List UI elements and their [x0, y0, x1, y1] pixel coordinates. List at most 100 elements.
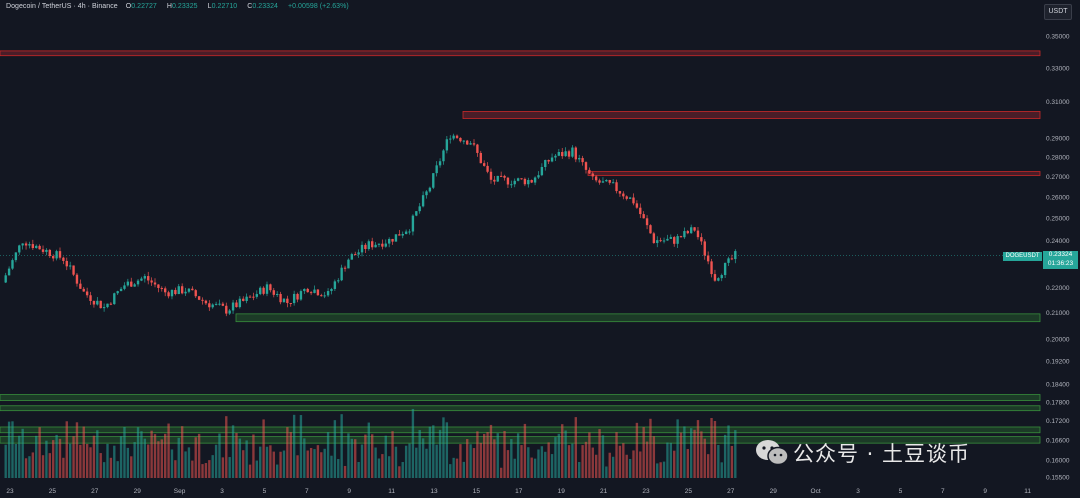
price-axis-label: 0.26000	[1046, 194, 1070, 201]
volume-bar	[377, 458, 381, 478]
volume-bar	[65, 421, 68, 478]
candle-body	[527, 180, 530, 185]
volume-bar	[713, 420, 717, 478]
candle-body	[18, 245, 21, 253]
volume-bar	[367, 422, 370, 478]
volume-bar	[340, 414, 343, 478]
candle-body	[21, 243, 24, 246]
candle-body	[506, 177, 510, 185]
volume-bar	[99, 453, 102, 478]
volume-bar	[574, 417, 577, 478]
volume-bar	[48, 453, 52, 478]
candle-body	[225, 305, 228, 314]
ohlc-low: L0.22710	[207, 3, 238, 10]
candle-body	[82, 288, 85, 292]
support-zone	[0, 394, 1041, 401]
volume-bar	[150, 430, 153, 478]
volume-bar	[72, 436, 75, 478]
candle-body	[160, 287, 163, 289]
candle-body	[45, 249, 48, 252]
candle-body	[594, 176, 598, 181]
volume-bar	[35, 435, 38, 478]
candle-body	[109, 303, 113, 305]
candle-body	[438, 161, 442, 166]
volume-bar	[476, 431, 479, 478]
candle-body	[625, 196, 628, 199]
candle-body	[364, 244, 367, 250]
candle-body	[398, 234, 401, 236]
candle-body	[68, 265, 72, 267]
price-axis-label: 0.16600	[1046, 437, 1070, 444]
candle-body	[401, 233, 404, 236]
volume-bar	[313, 449, 316, 478]
volume-bar	[472, 448, 476, 478]
volume-bar	[730, 445, 734, 478]
volume-bar	[537, 449, 540, 478]
time-axis-label: 7	[305, 488, 309, 495]
volume-bar	[479, 442, 482, 478]
candle-body	[187, 288, 191, 292]
volume-bar	[140, 431, 143, 478]
candle-body	[513, 180, 516, 185]
candle-body	[133, 284, 136, 287]
symbol-info-bar: Dogecoin / TetherUS · 4h · Binance O0.22…	[6, 3, 353, 10]
candle-body	[242, 298, 245, 301]
volume-bar	[320, 452, 323, 478]
currency-button[interactable]: USDT	[1044, 4, 1072, 20]
candle-body	[126, 281, 130, 286]
candle-body	[384, 243, 387, 247]
volume-bar	[286, 427, 289, 478]
volume-bar	[686, 449, 689, 478]
candle-body	[618, 191, 622, 194]
volume-bar	[265, 446, 269, 478]
volume-bar	[398, 466, 401, 478]
volume-bar	[109, 457, 113, 478]
volume-bar	[38, 427, 41, 478]
volume-bar	[625, 454, 628, 478]
volume-bar	[89, 447, 92, 478]
candle-body	[265, 284, 269, 294]
candle-body	[231, 302, 235, 311]
volume-bar	[106, 443, 109, 478]
volume-bar	[354, 439, 357, 478]
candle-body	[578, 158, 581, 160]
candle-body	[167, 292, 170, 297]
volume-bar	[428, 426, 432, 478]
candle-body	[218, 303, 221, 305]
candle-body	[730, 258, 734, 260]
volume-bar	[194, 437, 197, 478]
candle-body	[608, 179, 611, 183]
volume-bar	[717, 444, 720, 478]
volume-bar	[703, 438, 706, 478]
volume-bar	[326, 432, 330, 478]
candle-body	[622, 193, 625, 197]
candle-body	[164, 288, 167, 293]
candle-body	[180, 286, 184, 294]
volume-bar	[197, 433, 201, 478]
volume-bar	[201, 464, 204, 478]
volume-bar	[520, 445, 523, 478]
candle-body	[482, 163, 486, 166]
volume-bar	[79, 444, 82, 478]
candle-body	[330, 288, 333, 292]
time-axis-label: 29	[770, 488, 778, 495]
candle-body	[136, 280, 140, 285]
candle-body	[269, 284, 272, 291]
candle-body	[455, 135, 459, 138]
volume-bar	[615, 432, 618, 478]
candle-body	[547, 160, 550, 162]
candle-body	[554, 155, 557, 158]
candle-body	[204, 300, 208, 304]
candle-body	[228, 310, 231, 314]
volume-bar	[401, 462, 404, 478]
candle-body	[428, 187, 432, 192]
volume-bar	[374, 447, 377, 478]
time-axis-label: 17	[515, 488, 523, 495]
candle-body	[734, 251, 737, 260]
volume-bar	[292, 414, 296, 478]
volume-bar	[255, 460, 259, 478]
volume-bar	[605, 466, 608, 478]
volume-bar	[391, 431, 394, 478]
candle-body	[615, 182, 618, 192]
